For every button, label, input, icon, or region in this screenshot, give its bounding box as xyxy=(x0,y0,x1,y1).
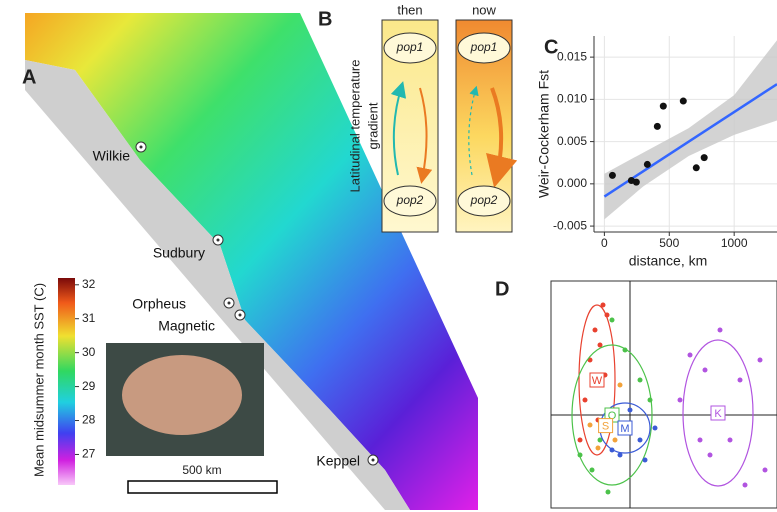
column-label: now xyxy=(472,2,496,17)
confidence-band xyxy=(604,40,777,219)
point xyxy=(638,378,643,383)
point xyxy=(708,453,713,458)
site-dot xyxy=(228,302,231,305)
point xyxy=(596,446,601,451)
point xyxy=(623,348,628,353)
x-tick-label: 500 xyxy=(659,236,679,250)
y-axis-title: Weir-Cockerham Fst xyxy=(536,70,552,198)
colorbar xyxy=(58,278,75,485)
group-label: S xyxy=(602,421,609,433)
point xyxy=(718,328,723,333)
site-dot xyxy=(217,239,220,242)
point xyxy=(588,423,593,428)
colorbar-tick-label: 29 xyxy=(82,379,96,393)
point xyxy=(638,438,643,443)
panel-label: B xyxy=(318,8,332,30)
point xyxy=(583,398,588,403)
point xyxy=(678,398,683,403)
point xyxy=(590,468,595,473)
point xyxy=(680,98,687,105)
pop-label: pop2 xyxy=(470,193,498,207)
point xyxy=(743,483,748,488)
y-tick-label: -0.005 xyxy=(553,218,587,232)
pop-label: pop1 xyxy=(470,40,498,54)
scale-bar xyxy=(128,481,277,493)
site-label: Keppel xyxy=(316,453,360,469)
point xyxy=(688,353,693,358)
point xyxy=(605,313,610,318)
coral xyxy=(122,355,242,435)
point xyxy=(610,318,615,323)
point xyxy=(609,172,616,179)
colorbar-tick-label: 30 xyxy=(82,345,96,359)
site-label: Orpheus xyxy=(132,296,186,312)
point xyxy=(606,490,611,495)
figure: ABCDWilkieSudburyOrpheusMagneticKeppel50… xyxy=(0,0,777,512)
colorbar-tick-label: 31 xyxy=(82,311,96,325)
point xyxy=(618,383,623,388)
x-tick-label: 0 xyxy=(601,236,608,250)
point xyxy=(763,468,768,473)
point xyxy=(644,161,651,168)
point xyxy=(593,328,598,333)
x-tick-label: 1000 xyxy=(721,236,748,250)
point xyxy=(738,378,743,383)
point xyxy=(601,303,606,308)
point xyxy=(654,123,661,130)
y-tick-label: 0.010 xyxy=(557,92,587,106)
point xyxy=(693,164,700,171)
pop-label: pop2 xyxy=(396,193,424,207)
point xyxy=(698,438,703,443)
panel-label: A xyxy=(22,66,36,88)
column-label: then xyxy=(397,2,422,17)
site-dot xyxy=(140,146,143,149)
site-dot xyxy=(239,314,242,317)
site-label: Sudbury xyxy=(153,245,205,261)
site-dot xyxy=(372,459,375,462)
point xyxy=(653,426,658,431)
colorbar-tick-label: 28 xyxy=(82,413,96,427)
y-tick-label: 0.005 xyxy=(557,134,587,148)
point xyxy=(660,103,667,110)
site-label: Wilkie xyxy=(93,148,131,164)
point xyxy=(613,438,618,443)
plot-clip xyxy=(604,40,777,219)
group-label: M xyxy=(620,423,629,435)
pca-frame xyxy=(551,281,777,508)
colorbar-tick-label: 27 xyxy=(82,447,96,461)
point xyxy=(701,154,708,161)
group-label: K xyxy=(714,408,722,420)
group-label: W xyxy=(592,375,603,387)
pop-label: pop1 xyxy=(396,40,424,54)
point xyxy=(633,179,640,186)
point xyxy=(648,398,653,403)
page: { "panel_labels": ["A", "B", "C", "D"], … xyxy=(0,0,777,512)
point xyxy=(703,368,708,373)
panel-label: D xyxy=(495,278,509,300)
point xyxy=(628,408,633,413)
point xyxy=(578,453,583,458)
y-tick-label: 0.000 xyxy=(557,176,587,190)
colorbar-tick-label: 32 xyxy=(82,277,96,291)
point xyxy=(728,438,733,443)
point xyxy=(610,448,615,453)
diagram-y-label: Latitudinal temperature xyxy=(347,60,362,193)
point xyxy=(578,438,583,443)
point xyxy=(618,453,623,458)
point xyxy=(643,458,648,463)
scale-bar-label: 500 km xyxy=(182,463,221,477)
site-label: Magnetic xyxy=(158,318,215,334)
y-tick-label: 0.015 xyxy=(557,49,587,63)
colorbar-title: Mean midsummer month SST (C) xyxy=(31,283,46,477)
diagram-y-label: gradient xyxy=(365,102,380,149)
x-axis-title: distance, km xyxy=(629,253,708,269)
point xyxy=(758,358,763,363)
